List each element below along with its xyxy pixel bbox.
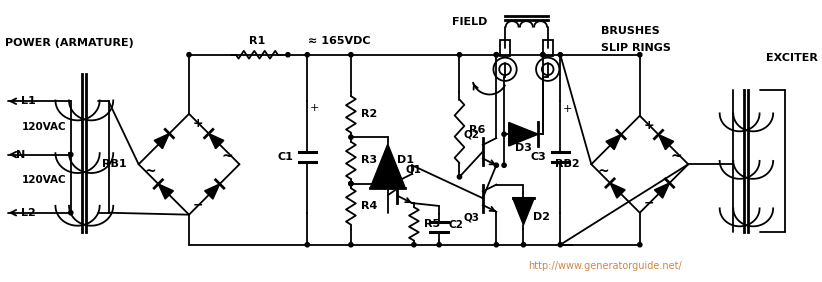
Circle shape bbox=[521, 243, 525, 247]
Circle shape bbox=[457, 175, 462, 179]
Circle shape bbox=[349, 53, 353, 57]
Text: 120VAC: 120VAC bbox=[21, 175, 66, 185]
Text: EXCITER: EXCITER bbox=[766, 53, 818, 63]
Bar bbox=[501, 40, 510, 56]
Text: N: N bbox=[16, 149, 25, 160]
Circle shape bbox=[68, 211, 73, 215]
Text: R1: R1 bbox=[249, 36, 265, 46]
Text: −: − bbox=[193, 199, 203, 212]
Text: Q1: Q1 bbox=[405, 164, 421, 174]
Polygon shape bbox=[159, 184, 173, 199]
Polygon shape bbox=[610, 183, 626, 198]
Circle shape bbox=[494, 243, 498, 247]
Circle shape bbox=[541, 53, 545, 57]
Text: +: + bbox=[193, 117, 204, 130]
Text: L2: L2 bbox=[21, 208, 36, 218]
Text: L1: L1 bbox=[21, 96, 36, 106]
Polygon shape bbox=[209, 134, 224, 149]
Polygon shape bbox=[155, 134, 169, 149]
Circle shape bbox=[558, 53, 562, 57]
Text: Q2: Q2 bbox=[464, 129, 479, 139]
Circle shape bbox=[494, 53, 498, 57]
Text: SLIP RINGS: SLIP RINGS bbox=[601, 43, 671, 53]
Circle shape bbox=[349, 135, 353, 139]
Text: D1: D1 bbox=[398, 155, 414, 165]
Text: RB1: RB1 bbox=[103, 159, 127, 169]
Text: R4: R4 bbox=[361, 201, 377, 211]
Text: +: + bbox=[310, 103, 320, 113]
Text: R2: R2 bbox=[361, 109, 376, 119]
Text: ~: ~ bbox=[145, 165, 156, 179]
Text: C3: C3 bbox=[531, 153, 547, 162]
Text: R3: R3 bbox=[361, 155, 376, 165]
Circle shape bbox=[638, 243, 642, 247]
Polygon shape bbox=[658, 135, 673, 150]
Text: FIELD: FIELD bbox=[452, 17, 487, 27]
Text: −: − bbox=[644, 197, 654, 210]
Text: BRUSHES: BRUSHES bbox=[601, 27, 660, 36]
Circle shape bbox=[437, 243, 441, 247]
Text: +: + bbox=[644, 119, 654, 132]
Text: 120VAC: 120VAC bbox=[21, 122, 66, 133]
Text: C1: C1 bbox=[278, 153, 293, 162]
Bar bbox=[543, 40, 552, 56]
Polygon shape bbox=[654, 183, 669, 198]
Text: R5: R5 bbox=[423, 219, 440, 229]
Text: D2: D2 bbox=[533, 212, 550, 222]
Text: RB2: RB2 bbox=[555, 159, 580, 169]
Text: C2: C2 bbox=[449, 220, 464, 230]
Polygon shape bbox=[606, 135, 621, 150]
Polygon shape bbox=[513, 198, 534, 225]
Text: ~: ~ bbox=[597, 165, 609, 179]
Circle shape bbox=[541, 53, 545, 57]
Text: ~: ~ bbox=[222, 149, 233, 164]
Circle shape bbox=[502, 163, 506, 167]
Circle shape bbox=[187, 53, 192, 57]
Circle shape bbox=[349, 182, 353, 186]
Polygon shape bbox=[205, 184, 219, 199]
Text: POWER (ARMATURE): POWER (ARMATURE) bbox=[5, 38, 134, 48]
Text: ~: ~ bbox=[671, 149, 682, 164]
Circle shape bbox=[349, 243, 353, 247]
Circle shape bbox=[494, 163, 498, 167]
Text: Q3: Q3 bbox=[464, 213, 479, 222]
Text: http://www.generatorguide.net/: http://www.generatorguide.net/ bbox=[529, 261, 682, 271]
Circle shape bbox=[68, 153, 73, 157]
Text: R6: R6 bbox=[469, 125, 486, 135]
Circle shape bbox=[502, 132, 506, 136]
Polygon shape bbox=[509, 122, 538, 146]
Circle shape bbox=[305, 243, 309, 247]
Text: +: + bbox=[563, 104, 573, 114]
Circle shape bbox=[305, 53, 309, 57]
Circle shape bbox=[349, 182, 353, 186]
Text: ≈ 165VDC: ≈ 165VDC bbox=[308, 36, 371, 46]
Circle shape bbox=[412, 243, 416, 247]
Circle shape bbox=[638, 53, 642, 57]
Polygon shape bbox=[370, 144, 405, 188]
Text: D3: D3 bbox=[515, 143, 532, 153]
Circle shape bbox=[494, 53, 498, 57]
Circle shape bbox=[286, 53, 290, 57]
Circle shape bbox=[457, 53, 462, 57]
Circle shape bbox=[558, 243, 562, 247]
